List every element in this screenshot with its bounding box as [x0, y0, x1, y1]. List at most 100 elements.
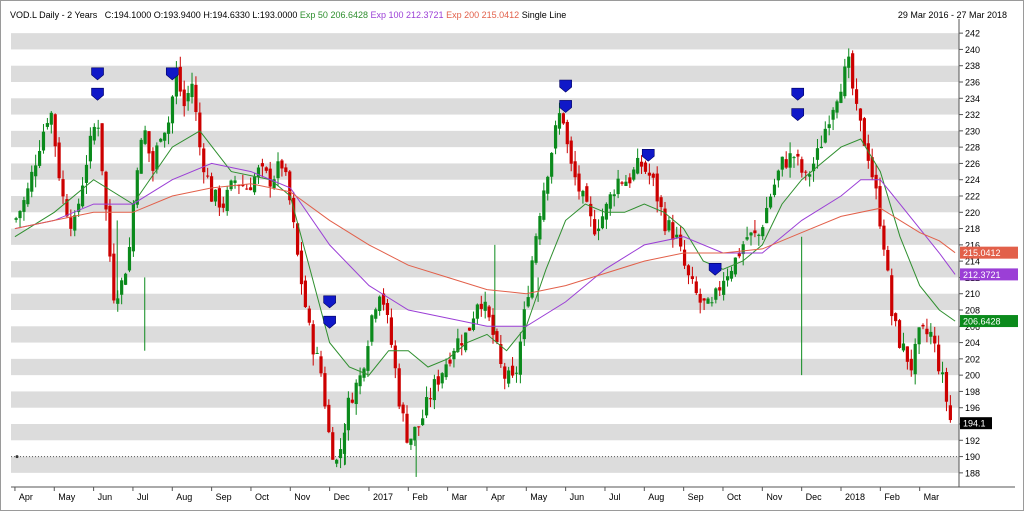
candle-body: [272, 179, 276, 189]
candle-body: [378, 296, 382, 311]
y-tick-label: 188: [965, 468, 980, 478]
candle-body: [530, 260, 534, 298]
candle-body: [366, 346, 370, 371]
candle-body: [616, 178, 620, 195]
candle-body: [553, 125, 558, 149]
plot-area: [11, 25, 959, 481]
x-tick-label: Feb: [412, 492, 428, 502]
candle-body: [464, 332, 468, 351]
candle-body: [288, 171, 292, 201]
candle-body: [835, 101, 839, 113]
x-tick-label: Jul: [137, 492, 149, 502]
moving-averages: [14, 130, 956, 376]
candle-body: [600, 216, 605, 229]
grid-band: [11, 261, 959, 278]
signal-marker: [791, 87, 805, 101]
x-tick-label: Apr: [19, 492, 33, 502]
candle-body: [225, 189, 229, 212]
candle-body: [776, 170, 780, 181]
grid-band: [11, 391, 959, 408]
candle-body: [729, 270, 734, 279]
candle-body: [135, 170, 139, 205]
candle-body: [933, 335, 937, 344]
candle-body: [620, 182, 624, 184]
candle-body: [127, 246, 132, 271]
candle-body: [280, 160, 284, 169]
candle-body: [143, 130, 147, 144]
y-tick-label: 220: [965, 208, 980, 218]
candle-body: [475, 304, 479, 319]
candle-body: [647, 172, 651, 176]
x-tick-label: Sep: [688, 492, 704, 502]
y-tick-label: 204: [965, 338, 980, 348]
y-tick-label: 218: [965, 224, 980, 234]
candle-body: [596, 228, 601, 232]
candle-body: [432, 379, 436, 401]
candle-body: [643, 162, 648, 172]
candle-body: [784, 159, 788, 168]
candle-body: [249, 187, 253, 191]
x-tick-label: Jun: [570, 492, 585, 502]
grid-band: [11, 163, 959, 180]
x-tick-label: Aug: [176, 492, 192, 502]
candle-body: [542, 190, 546, 220]
x-tick-label: Nov: [766, 492, 783, 502]
candle-body: [73, 215, 77, 231]
price-label: 194.1: [963, 419, 986, 429]
candle-body: [104, 171, 108, 210]
candle-body: [323, 373, 327, 407]
candle-body: [526, 297, 530, 307]
signal-marker: [323, 315, 336, 329]
candle-body: [788, 153, 792, 168]
candle-body: [925, 328, 929, 335]
x-tick-label: Sep: [216, 492, 232, 502]
candle-body: [209, 176, 214, 202]
candle-body: [53, 114, 57, 147]
candle-body: [131, 203, 135, 252]
candle-body: [780, 156, 784, 170]
series-line-exp100: [14, 162, 956, 327]
candle-body: [307, 308, 311, 323]
candle-body: [65, 199, 69, 217]
candle-body: [811, 163, 816, 172]
candle-body: [295, 223, 300, 255]
baseline-dot: [15, 455, 19, 459]
candle-body: [702, 298, 706, 301]
signal-marker: [791, 108, 805, 121]
x-tick-label: Jun: [98, 492, 113, 502]
candle-body: [456, 338, 460, 352]
candle-body: [436, 376, 440, 385]
candle-body: [338, 449, 343, 459]
candle-body: [405, 413, 409, 443]
signal-marker: [323, 295, 336, 309]
candle-body: [722, 280, 726, 295]
candle-body: [22, 200, 26, 212]
candle-body: [424, 397, 429, 416]
candle-body: [917, 327, 921, 345]
candle-body: [487, 306, 491, 318]
chart-header: VOD.L Daily - 2 Years C:194.1000 O:193.9…: [10, 10, 566, 21]
candle-body: [874, 174, 878, 189]
candle-body: [507, 370, 511, 384]
candle-body: [679, 234, 683, 247]
candle-body: [538, 216, 542, 240]
exp200-label: Exp 200 215.0412: [446, 10, 520, 20]
candle-body: [57, 142, 61, 179]
candle-body: [241, 185, 245, 187]
x-tick-label: Aug: [648, 492, 664, 502]
candle-body: [112, 253, 116, 301]
y-tick-label: 208: [965, 306, 980, 316]
candle-body: [753, 230, 757, 234]
candle-body: [108, 205, 112, 257]
candle-body: [342, 432, 347, 454]
candle-body: [667, 220, 671, 231]
candle-body: [937, 344, 941, 372]
candle-body: [155, 145, 159, 170]
candle-body: [198, 112, 202, 148]
style-label: Single Line: [521, 10, 567, 20]
candle-body: [772, 184, 777, 196]
candle-body: [804, 171, 808, 173]
candle-body: [948, 405, 952, 421]
candle-body: [905, 346, 909, 362]
